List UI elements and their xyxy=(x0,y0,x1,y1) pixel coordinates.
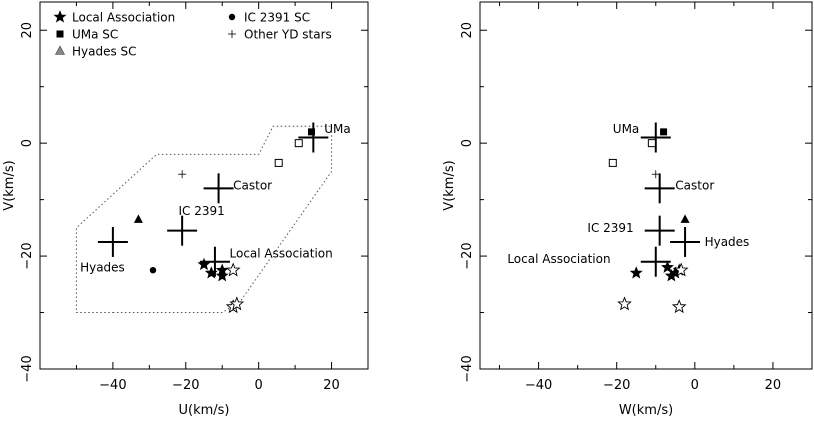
data-point-square-filled xyxy=(660,128,668,136)
data-point-star-open xyxy=(229,296,245,311)
y-tick-label: 20 xyxy=(460,22,475,39)
x-axis-title: W(km/s) xyxy=(619,403,673,418)
legend-item: Hyades SC xyxy=(55,45,137,59)
centroid-cross xyxy=(97,226,128,257)
legend-label: Local Association xyxy=(72,11,175,25)
x-tick-label: 0 xyxy=(691,378,699,393)
data-point-star-filled xyxy=(197,257,211,271)
x-tick-label: −40 xyxy=(99,378,126,393)
x-tick-label: −20 xyxy=(603,378,630,393)
data-point-square-filled xyxy=(308,128,316,136)
legend-label: Other YD stars xyxy=(244,28,332,42)
dotted-envelope xyxy=(75,125,333,313)
panel-left: −40 −20 0 20 −40 −20 0 20 U(km/s) V(km/s) UMa Casto… xyxy=(2,1,369,418)
legend-item: UMa SC xyxy=(56,28,118,42)
legend-symbol-triangle-filled xyxy=(55,45,65,55)
data-point-circle-filled xyxy=(149,266,157,274)
data-point-plus-small xyxy=(651,170,660,179)
plot-frame xyxy=(39,1,369,370)
annotation-label: UMa xyxy=(324,122,351,136)
legend-item: IC 2391 SC xyxy=(228,11,310,25)
data-point-star-open xyxy=(225,262,241,277)
y-axis-title: V(km/s) xyxy=(2,160,17,210)
centroid-cross xyxy=(670,226,701,257)
centroid-cross xyxy=(640,122,671,153)
legend-symbol-plus-small xyxy=(228,30,236,38)
data-point-plus-small xyxy=(178,170,187,179)
data-point-star-open xyxy=(617,296,632,311)
centroid-cross xyxy=(640,246,671,277)
legend-label: Hyades SC xyxy=(72,45,137,59)
legend-symbol-star-filled xyxy=(53,10,67,23)
centroid-cross xyxy=(644,215,675,246)
annotation-label: Local Association xyxy=(507,252,610,266)
annotation-label: Hyades xyxy=(705,235,750,249)
x-tick-label: 20 xyxy=(323,378,340,393)
plot-frame xyxy=(479,1,813,370)
y-tick-label: 0 xyxy=(20,139,35,147)
y-tick-label: 20 xyxy=(20,22,35,39)
data-point-triangle-filled xyxy=(680,214,690,223)
legend-item: Local Association xyxy=(53,10,175,25)
legend-label: IC 2391 SC xyxy=(244,11,310,25)
data-point-square-open xyxy=(274,158,283,167)
annotation-label: IC 2391 xyxy=(587,221,633,235)
data-point-star-filled xyxy=(660,260,674,273)
y-tick-label: −40 xyxy=(460,355,475,382)
data-point-square-open xyxy=(647,139,656,148)
centroid-cross xyxy=(298,122,329,153)
annotation-label: IC 2391 xyxy=(178,204,224,218)
annotation-label: Local Association xyxy=(230,246,333,260)
centroid-cross xyxy=(167,215,198,246)
data-point-square-open xyxy=(608,158,617,167)
data-point-triangle-filled xyxy=(133,214,143,223)
data-point-star-filled xyxy=(204,266,218,279)
data-point-square-open xyxy=(294,139,303,148)
y-axis-title: V(km/s) xyxy=(442,160,457,210)
x-tick-label: −40 xyxy=(525,378,552,393)
legend-item: Other YD stars xyxy=(228,28,332,42)
x-tick-label: −20 xyxy=(172,378,199,393)
x-tick-label: 20 xyxy=(765,378,782,393)
x-axis-title: U(km/s) xyxy=(178,403,229,418)
legend-symbol-square-filled xyxy=(56,30,64,38)
data-point-star-open xyxy=(671,299,687,314)
panel-right: −40 −20 0 20 −40 −20 0 20 W(km/s) V(km/s) UMa Casto… xyxy=(442,1,813,418)
data-point-star-open xyxy=(673,262,689,277)
centroid-cross xyxy=(203,173,234,204)
data-point-star-filled xyxy=(629,266,643,279)
annotation-label: Castor xyxy=(675,179,714,193)
y-tick-label: −20 xyxy=(460,242,475,269)
annotation-label: Castor xyxy=(233,179,272,193)
data-point-star-filled xyxy=(215,269,229,282)
annotation-label: Hyades xyxy=(80,260,125,274)
y-tick-label: 0 xyxy=(460,139,475,147)
annotation-label: UMa xyxy=(613,122,640,136)
legend-label: UMa SC xyxy=(72,28,118,42)
x-tick-label: 0 xyxy=(255,378,263,393)
legend-symbol-circle-filled xyxy=(228,13,236,21)
centroid-cross xyxy=(644,173,675,204)
y-tick-label: −40 xyxy=(20,355,35,382)
y-tick-label: −20 xyxy=(20,242,35,269)
